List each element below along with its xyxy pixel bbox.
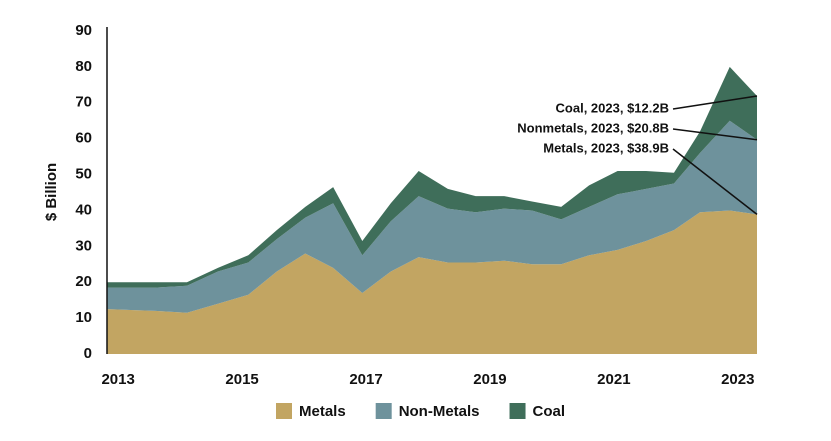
y-tick-label: 10 xyxy=(75,309,92,326)
x-tick-label: 2013 xyxy=(101,371,134,388)
annotation-leader xyxy=(672,128,758,141)
legend-swatch xyxy=(375,403,392,419)
legend-label: Coal xyxy=(533,403,566,420)
y-tick-label: 70 xyxy=(75,94,92,111)
y-tick-label: 80 xyxy=(75,58,92,75)
y-axis-label: $ Billion xyxy=(43,163,60,221)
y-tick-label: 30 xyxy=(75,237,92,254)
y-tick-label: 40 xyxy=(75,201,92,218)
x-tick-label: 2019 xyxy=(473,371,506,388)
area xyxy=(107,66,757,288)
x-tick-label: 2021 xyxy=(597,371,630,388)
legend-label: Non-Metals xyxy=(399,403,480,420)
y-tick-label: 90 xyxy=(75,22,92,39)
annotation-leader xyxy=(672,95,758,110)
y-tick-label: 20 xyxy=(75,273,92,290)
y-tick-label: 0 xyxy=(84,345,92,362)
x-tick-label: 2017 xyxy=(349,371,382,388)
y-tick-label: 60 xyxy=(75,130,92,147)
annotation-leader xyxy=(672,148,758,215)
y-tick-label: 50 xyxy=(75,166,92,183)
area xyxy=(107,210,757,354)
legend-swatch xyxy=(276,403,292,419)
x-tick-label: 2015 xyxy=(225,371,258,388)
annotation: Coal, 2023, $12.2B xyxy=(556,100,669,115)
annotation: Metals, 2023, $38.9B xyxy=(543,140,669,155)
legend-label: Metals xyxy=(299,403,346,420)
area xyxy=(107,120,757,313)
x-tick-label: 2023 xyxy=(721,371,754,388)
annotation: Nonmetals, 2023, $20.8B xyxy=(517,120,669,135)
legend-swatch xyxy=(509,403,526,419)
